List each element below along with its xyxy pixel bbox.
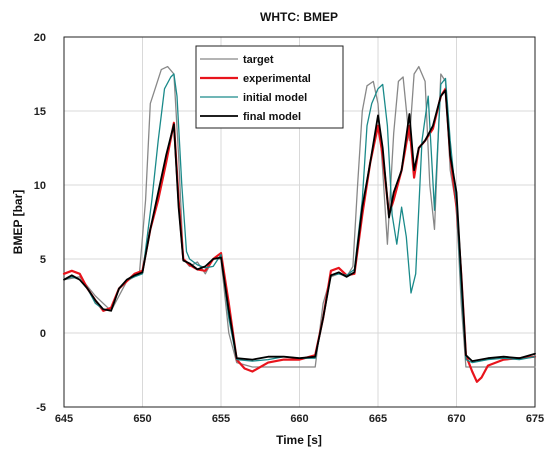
plot-frame xyxy=(63,36,536,408)
y-tick-label: 20 xyxy=(34,32,46,44)
y-tick-label: -5 xyxy=(36,402,46,414)
axis-ticks: 645 650 655 660 665 670 675 -5 0 5 10 15 20 xyxy=(34,32,544,425)
legend-label: initial model xyxy=(243,92,307,104)
legend: target experimental initial model final mod… xyxy=(195,45,344,129)
x-tick-label: 650 xyxy=(133,413,151,425)
x-tick-label: 660 xyxy=(290,413,308,425)
y-tick-label: 5 xyxy=(40,254,46,266)
x-tick-label: 665 xyxy=(369,413,387,425)
series-lines xyxy=(62,65,537,383)
x-tick-label: 670 xyxy=(447,413,465,425)
legend-label: target xyxy=(243,54,274,66)
x-axis-title: Time [s] xyxy=(276,433,322,447)
legend-label: experimental xyxy=(243,73,311,85)
y-tick-label: 15 xyxy=(34,106,46,118)
y-tick-label: 10 xyxy=(34,180,46,192)
chart-title: WHTC: BMEP xyxy=(260,10,338,24)
series-line-final-model xyxy=(63,89,536,363)
legend-box xyxy=(195,45,344,129)
y-tick-label: 0 xyxy=(40,328,46,340)
x-tick-label: 675 xyxy=(526,413,544,425)
legend-label: final model xyxy=(243,111,301,123)
x-tick-label: 645 xyxy=(55,413,73,425)
x-tick-label: 655 xyxy=(212,413,230,425)
y-axis-title: BMEP [bar] xyxy=(11,190,25,254)
